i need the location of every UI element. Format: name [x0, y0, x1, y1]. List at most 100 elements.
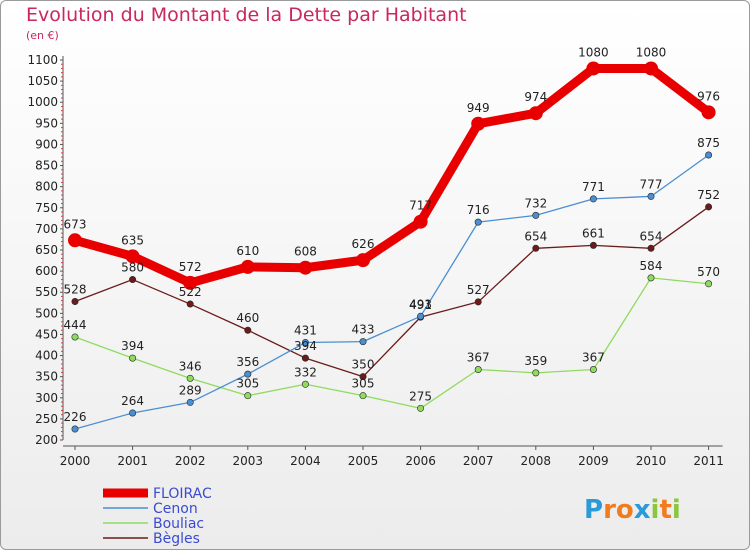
data-label: 305: [352, 377, 375, 391]
proxiti-letter: t: [659, 495, 671, 525]
data-label: 626: [352, 237, 375, 251]
data-point: [71, 333, 79, 341]
data-point: [705, 280, 713, 288]
data-point: [644, 61, 658, 76]
data-label: 394: [294, 339, 317, 353]
series-line-cenon: [74, 154, 710, 430]
y-tick-label: 1050: [27, 74, 58, 88]
y-tick-label: 1000: [27, 95, 58, 109]
y-tick-label: 200: [35, 433, 58, 447]
data-point: [301, 380, 309, 388]
data-label: 226: [64, 410, 87, 424]
y-tick-label: 700: [35, 222, 58, 236]
data-point: [589, 195, 597, 203]
data-point: [647, 192, 655, 200]
data-label: 522: [179, 285, 202, 299]
proxiti-wordmark: Proxiti: [584, 495, 681, 525]
y-tick-label: 300: [35, 391, 58, 405]
y-tick-label: 250: [35, 412, 58, 426]
data-label: 608: [294, 245, 317, 259]
y-tick-label: 800: [35, 180, 58, 194]
y-tick-label: 550: [35, 285, 58, 299]
series-line-bouliac: [74, 277, 710, 409]
data-labels: 528 580 522 460 394 350 491 527 654 661 654 752 444 3…: [64, 45, 721, 424]
data-label: 771: [582, 180, 605, 194]
data-label: 491: [409, 298, 432, 312]
proxiti-logo: Proxiti: [584, 495, 681, 525]
data-point: [356, 253, 370, 268]
data-label: 527: [467, 283, 490, 297]
x-tick-label: 2011: [693, 454, 724, 468]
data-label: 777: [640, 177, 663, 191]
data-point: [186, 374, 194, 382]
data-label: 346: [179, 359, 202, 373]
proxiti-letter: i: [651, 495, 660, 525]
y-tick-label: 900: [35, 137, 58, 151]
y-tick-label: 750: [35, 201, 58, 215]
data-point: [589, 241, 597, 249]
data-point: [647, 274, 655, 282]
data-label: 289: [179, 383, 202, 397]
x-tick-label: 2003: [233, 454, 264, 468]
data-point: [474, 365, 482, 373]
data-point: [301, 338, 309, 346]
legend-label: FLOIRAC: [153, 486, 212, 502]
legend-label: Bouliac: [153, 516, 204, 532]
data-label: 654: [524, 229, 547, 243]
x-tick-label: 2006: [405, 454, 436, 468]
data-point: [532, 211, 540, 219]
data-point: [125, 249, 140, 264]
data-label: 610: [236, 244, 259, 258]
series-line-bègles: [74, 206, 710, 378]
proxiti-letter: x: [634, 495, 651, 525]
data-point: [589, 365, 597, 373]
data-point: [186, 398, 194, 406]
chart-title: Evolution du Montant de la Dette par Hab…: [26, 4, 467, 26]
x-tick-label: 2007: [463, 454, 494, 468]
proxiti-letter: i: [672, 495, 681, 525]
y-tick-label: 650: [35, 243, 58, 257]
data-label: 528: [64, 283, 87, 297]
axes: 200 250 300 350 400 450 500 550 600 650 700 750 800 8…: [27, 53, 723, 468]
data-point: [474, 298, 482, 306]
y-tick-label: 450: [35, 327, 58, 341]
data-label: 635: [121, 233, 144, 247]
data-point: [244, 392, 252, 400]
proxiti-letter: P: [584, 495, 603, 525]
unit-label: (en €): [26, 29, 59, 42]
data-label: 717: [409, 199, 432, 213]
data-label: 444: [64, 318, 87, 332]
data-label: 752: [697, 188, 720, 202]
data-label: 264: [121, 394, 144, 408]
y-tick-label: 850: [35, 159, 58, 173]
data-point: [647, 244, 655, 252]
data-label: 431: [294, 323, 317, 337]
series-lines: [68, 61, 716, 433]
y-tick-label: 350: [35, 370, 58, 384]
data-label: 1080: [636, 45, 667, 59]
data-point: [705, 151, 713, 159]
proxiti-letter: r: [603, 495, 616, 525]
data-point: [359, 338, 367, 346]
data-point: [298, 260, 313, 275]
data-point: [244, 370, 252, 378]
data-label: 359: [524, 354, 547, 368]
series-line-floirac: [70, 63, 714, 288]
data-label: 949: [467, 101, 490, 115]
data-point: [359, 373, 367, 381]
y-tick-label: 600: [35, 264, 58, 278]
data-point: [71, 298, 79, 306]
data-point: [186, 300, 194, 308]
data-label: 976: [697, 89, 720, 103]
data-label: 394: [121, 339, 144, 353]
data-label: 732: [524, 196, 547, 210]
data-label: 875: [697, 136, 720, 150]
data-point: [129, 409, 137, 417]
data-label: 1080: [578, 45, 609, 59]
x-tick-label: 2002: [175, 454, 206, 468]
data-point: [528, 106, 543, 121]
y-tick-label: 400: [35, 349, 58, 363]
data-label: 572: [179, 260, 202, 274]
data-label: 584: [640, 259, 663, 273]
